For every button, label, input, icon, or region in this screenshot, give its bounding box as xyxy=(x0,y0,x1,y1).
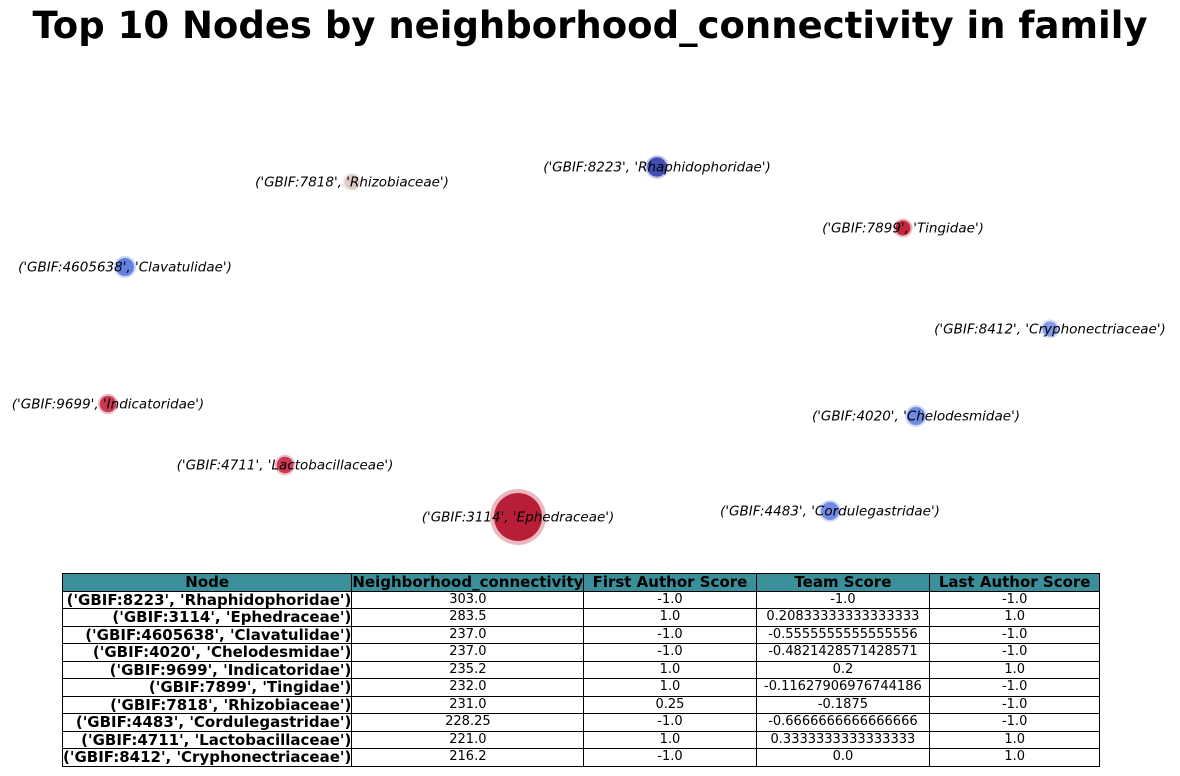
table-cell: 303.0 xyxy=(351,590,585,609)
table-cell: -0.4821428571428571 xyxy=(755,643,931,662)
table-header-cell: Neighborhood_connectivity xyxy=(351,573,585,592)
table-row: ('GBIF:4483', 'Cordulegastridae') 228.25-… xyxy=(61,713,1100,732)
table-cell: -0.6666666666666666 xyxy=(755,713,931,732)
table-header-cell: Last Author Score xyxy=(929,573,1100,592)
node-label: ('GBIF:4020', 'Chelodesmidae') xyxy=(812,409,1020,425)
graph-node xyxy=(907,407,925,425)
table-cell: -0.11627906976744186 xyxy=(755,678,931,697)
node-label: ('GBIF:8223', 'Rhaphidophoridae') xyxy=(543,160,771,176)
graph-node xyxy=(494,493,542,541)
table-cell: 237.0 xyxy=(351,625,585,644)
table-cell: -1.0 xyxy=(583,643,757,662)
table-header-row: Node Neighborhood_connectivity First Autho… xyxy=(61,573,1100,592)
table-cell: -1.0 xyxy=(583,748,757,767)
table-cell: 0.20833333333333333 xyxy=(755,608,931,627)
table-row: ('GBIF:4711', 'Lactobacillaceae') 221.0 1.… xyxy=(61,730,1100,749)
table-cell: 0.3333333333333333 xyxy=(755,730,931,749)
graph-node xyxy=(276,456,294,474)
table-cell: -1.0 xyxy=(929,643,1100,662)
table-cell: 1.0 xyxy=(583,730,757,749)
node-label: ('GBIF:3114', 'Ephedraceae') xyxy=(422,510,615,526)
table-cell: 1.0 xyxy=(583,660,757,679)
table-cell: 0.2 xyxy=(755,660,931,679)
node-label: ('GBIF:7899', 'Tingidae') xyxy=(822,221,984,237)
graph-node xyxy=(821,502,839,520)
table-node-cell: ('GBIF:9699', 'Indicatoridae') xyxy=(61,660,353,679)
table-row: ('GBIF:3114', 'Ephedraceae') 283.5 1.0 0.20… xyxy=(61,608,1100,627)
table-cell: 0.25 xyxy=(583,695,757,714)
table-node-cell: ('GBIF:4483', 'Cordulegastridae') xyxy=(61,713,353,732)
graph-node xyxy=(1042,321,1058,337)
scores-table: Node Neighborhood_connectivity First Autho… xyxy=(61,573,1100,767)
table-row: ('GBIF:7818', 'Rhizobiaceae') 231.0 0.25 -0… xyxy=(61,695,1100,714)
table-cell: -1.0 xyxy=(755,590,931,609)
table-row: ('GBIF:8412', 'Cryphonectriaceae') 216.2-… xyxy=(61,748,1100,767)
table-node-cell: ('GBIF:8223', 'Rhaphidophoridae') xyxy=(61,590,353,609)
table-cell: 1.0 xyxy=(929,748,1100,767)
graph-node xyxy=(344,174,360,190)
table-cell: 0.0 xyxy=(755,748,931,767)
table-cell: -0.5555555555555556 xyxy=(755,625,931,644)
table-node-cell: ('GBIF:4020', 'Chelodesmidae') xyxy=(61,643,353,662)
table-cell: -0.1875 xyxy=(755,695,931,714)
table-cell: 237.0 xyxy=(351,643,585,662)
table-cell: -1.0 xyxy=(583,713,757,732)
table-cell: -1.0 xyxy=(583,625,757,644)
graph-node xyxy=(895,220,911,236)
graph-node xyxy=(99,395,117,413)
node-label: ('GBIF:4605638', 'Clavatulidae') xyxy=(18,260,232,276)
table-cell: 283.5 xyxy=(351,608,585,627)
table-cell: 231.0 xyxy=(351,695,585,714)
table-row: ('GBIF:4020', 'Chelodesmidae') 237.0 -1.0-… xyxy=(61,643,1100,662)
network-graph: ('GBIF:7818', 'Rhizobiaceae') ('GBIF:8223… xyxy=(12,155,1166,545)
table-header-cell: Node xyxy=(61,573,353,592)
table-cell: -1.0 xyxy=(583,590,757,609)
table-node-cell: ('GBIF:8412', 'Cryphonectriaceae') xyxy=(61,748,353,767)
table-cell: 216.2 xyxy=(351,748,585,767)
table-node-cell: ('GBIF:4711', 'Lactobacillaceae') xyxy=(61,730,353,749)
table-node-cell: ('GBIF:7899', 'Tingidae') xyxy=(61,678,353,697)
table-node-cell: ('GBIF:4605638', 'Clavatulidae') xyxy=(61,625,353,644)
table-cell: 232.0 xyxy=(351,678,585,697)
node-label: ('GBIF:4483', 'Cordulegastridae') xyxy=(720,504,940,520)
table-cell: 1.0 xyxy=(583,678,757,697)
table-cell: -1.0 xyxy=(929,713,1100,732)
node-label: ('GBIF:4711', 'Lactobacillaceae') xyxy=(177,458,394,474)
table-row: ('GBIF:8223', 'Rhaphidophoridae') 303.0 -1… xyxy=(61,590,1100,609)
node-label: ('GBIF:7818', 'Rhizobiaceae') xyxy=(255,175,449,191)
chart-title: Top 10 Nodes by neighborhood_connectivit… xyxy=(32,4,1148,47)
table-row: ('GBIF:4605638', 'Clavatulidae') 237.0 -1.… xyxy=(61,625,1100,644)
table-node-cell: ('GBIF:7818', 'Rhizobiaceae') xyxy=(61,695,353,714)
table-cell: 1.0 xyxy=(583,608,757,627)
table-header-cell: Team Score xyxy=(755,573,931,592)
table-cell: 235.2 xyxy=(351,660,585,679)
table-cell: -1.0 xyxy=(929,695,1100,714)
table-cell: 1.0 xyxy=(929,660,1100,679)
node-label: ('GBIF:8412', 'Cryphonectriaceae') xyxy=(934,322,1166,338)
table-row: ('GBIF:9699', 'Indicatoridae') 235.2 1.0 0.… xyxy=(61,660,1100,679)
table-node-cell: ('GBIF:3114', 'Ephedraceae') xyxy=(61,608,353,627)
table-cell: -1.0 xyxy=(929,625,1100,644)
table-cell: 221.0 xyxy=(351,730,585,749)
node-label: ('GBIF:9699', 'Indicatoridae') xyxy=(12,397,204,413)
table-row: ('GBIF:7899', 'Tingidae') 232.0 1.0 -0.1162… xyxy=(61,678,1100,697)
graph-node xyxy=(116,258,134,276)
table-cell: 1.0 xyxy=(929,730,1100,749)
graph-node xyxy=(647,157,667,177)
table-header-cell: First Author Score xyxy=(583,573,757,592)
table-cell: -1.0 xyxy=(929,678,1100,697)
table-cell: 1.0 xyxy=(929,608,1100,627)
table-cell: 228.25 xyxy=(351,713,585,732)
table-cell: -1.0 xyxy=(929,590,1100,609)
